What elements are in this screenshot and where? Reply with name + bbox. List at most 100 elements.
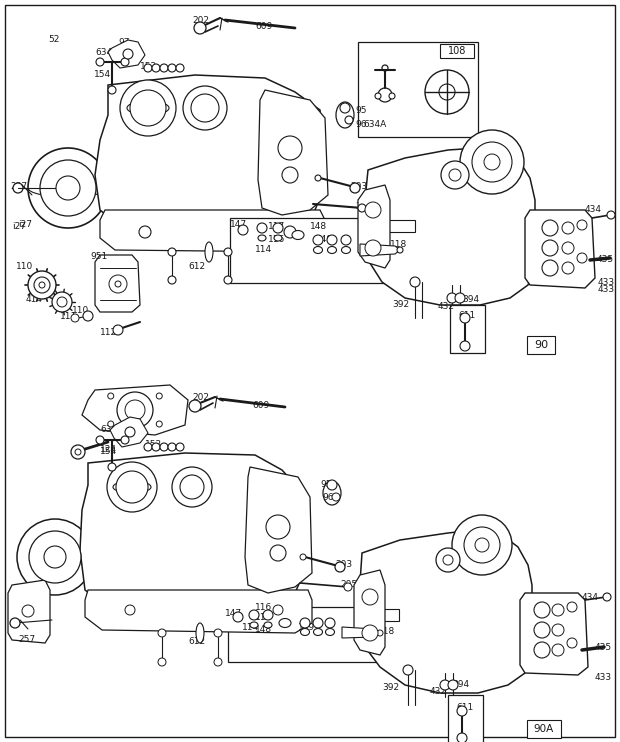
Text: 97: 97 — [122, 415, 133, 424]
Ellipse shape — [274, 235, 282, 241]
Circle shape — [96, 58, 104, 66]
Circle shape — [457, 706, 467, 716]
Bar — [230, 218, 415, 283]
Circle shape — [152, 443, 160, 451]
Circle shape — [457, 733, 467, 742]
Ellipse shape — [342, 246, 350, 254]
Circle shape — [447, 293, 457, 303]
Text: 112: 112 — [100, 328, 117, 337]
Text: eReplacementParts.com: eReplacementParts.com — [208, 451, 412, 469]
Circle shape — [123, 49, 133, 59]
Circle shape — [278, 136, 302, 160]
Circle shape — [542, 220, 558, 236]
Polygon shape — [245, 467, 312, 593]
Circle shape — [160, 443, 168, 451]
Text: 434: 434 — [582, 593, 599, 602]
Text: 433: 433 — [595, 673, 612, 682]
Circle shape — [108, 393, 113, 399]
Circle shape — [562, 222, 574, 234]
Text: 148: 148 — [310, 222, 327, 231]
Text: 435: 435 — [597, 255, 614, 264]
Circle shape — [436, 548, 460, 572]
Circle shape — [139, 226, 151, 238]
Ellipse shape — [264, 622, 272, 628]
Text: 95: 95 — [320, 480, 332, 489]
Text: 114: 114 — [242, 623, 259, 632]
Polygon shape — [8, 8, 558, 355]
Circle shape — [345, 116, 353, 124]
Text: 96: 96 — [322, 493, 334, 502]
Text: 257: 257 — [10, 182, 27, 191]
Text: 433: 433 — [598, 278, 615, 287]
Text: 116: 116 — [255, 603, 272, 612]
Circle shape — [325, 618, 335, 628]
Circle shape — [577, 253, 587, 263]
Circle shape — [156, 421, 162, 427]
Text: 111: 111 — [60, 312, 78, 321]
Circle shape — [117, 392, 153, 428]
Circle shape — [107, 462, 157, 512]
Circle shape — [425, 70, 469, 114]
Text: 110: 110 — [16, 262, 33, 271]
Circle shape — [341, 235, 351, 245]
Circle shape — [168, 443, 176, 451]
Circle shape — [144, 443, 152, 451]
Circle shape — [113, 325, 123, 335]
Circle shape — [475, 538, 489, 552]
Text: 147: 147 — [230, 220, 247, 229]
Polygon shape — [354, 570, 385, 655]
Polygon shape — [80, 453, 305, 603]
Circle shape — [168, 64, 176, 72]
Circle shape — [191, 94, 219, 122]
Circle shape — [144, 64, 152, 72]
Circle shape — [44, 546, 66, 568]
Circle shape — [158, 658, 166, 666]
Ellipse shape — [258, 235, 266, 241]
Text: 611: 611 — [458, 312, 476, 321]
Circle shape — [266, 515, 290, 539]
Circle shape — [109, 275, 127, 293]
Circle shape — [115, 281, 121, 287]
Circle shape — [130, 90, 166, 126]
Text: 96: 96 — [355, 120, 366, 129]
Text: 148: 148 — [255, 625, 272, 634]
Circle shape — [22, 605, 34, 617]
Circle shape — [224, 248, 232, 256]
Circle shape — [194, 22, 206, 34]
Text: 52: 52 — [48, 35, 60, 44]
Circle shape — [176, 443, 184, 451]
Bar — [527, 336, 555, 354]
Text: 257: 257 — [18, 635, 35, 644]
Circle shape — [263, 610, 273, 620]
Circle shape — [315, 175, 321, 181]
Circle shape — [552, 644, 564, 656]
Text: 203: 203 — [335, 560, 352, 569]
Bar — [228, 607, 393, 662]
Bar — [450, 305, 485, 353]
Polygon shape — [258, 90, 328, 215]
Ellipse shape — [250, 622, 258, 628]
Circle shape — [441, 161, 469, 189]
Polygon shape — [95, 255, 140, 312]
Circle shape — [313, 235, 323, 245]
Circle shape — [455, 293, 465, 303]
Text: 114: 114 — [255, 245, 272, 254]
Circle shape — [10, 618, 20, 628]
Text: 116: 116 — [268, 235, 285, 244]
Circle shape — [28, 148, 108, 228]
Circle shape — [168, 248, 176, 256]
Bar — [527, 720, 561, 738]
Circle shape — [52, 292, 72, 312]
Circle shape — [34, 277, 50, 293]
Polygon shape — [82, 385, 188, 435]
Ellipse shape — [314, 246, 322, 254]
Circle shape — [542, 240, 558, 256]
Circle shape — [440, 680, 450, 690]
Circle shape — [300, 618, 310, 628]
Circle shape — [542, 260, 558, 276]
Text: 434: 434 — [585, 205, 602, 214]
Circle shape — [249, 610, 259, 620]
Polygon shape — [100, 210, 325, 252]
Ellipse shape — [323, 481, 341, 505]
Polygon shape — [110, 417, 148, 447]
